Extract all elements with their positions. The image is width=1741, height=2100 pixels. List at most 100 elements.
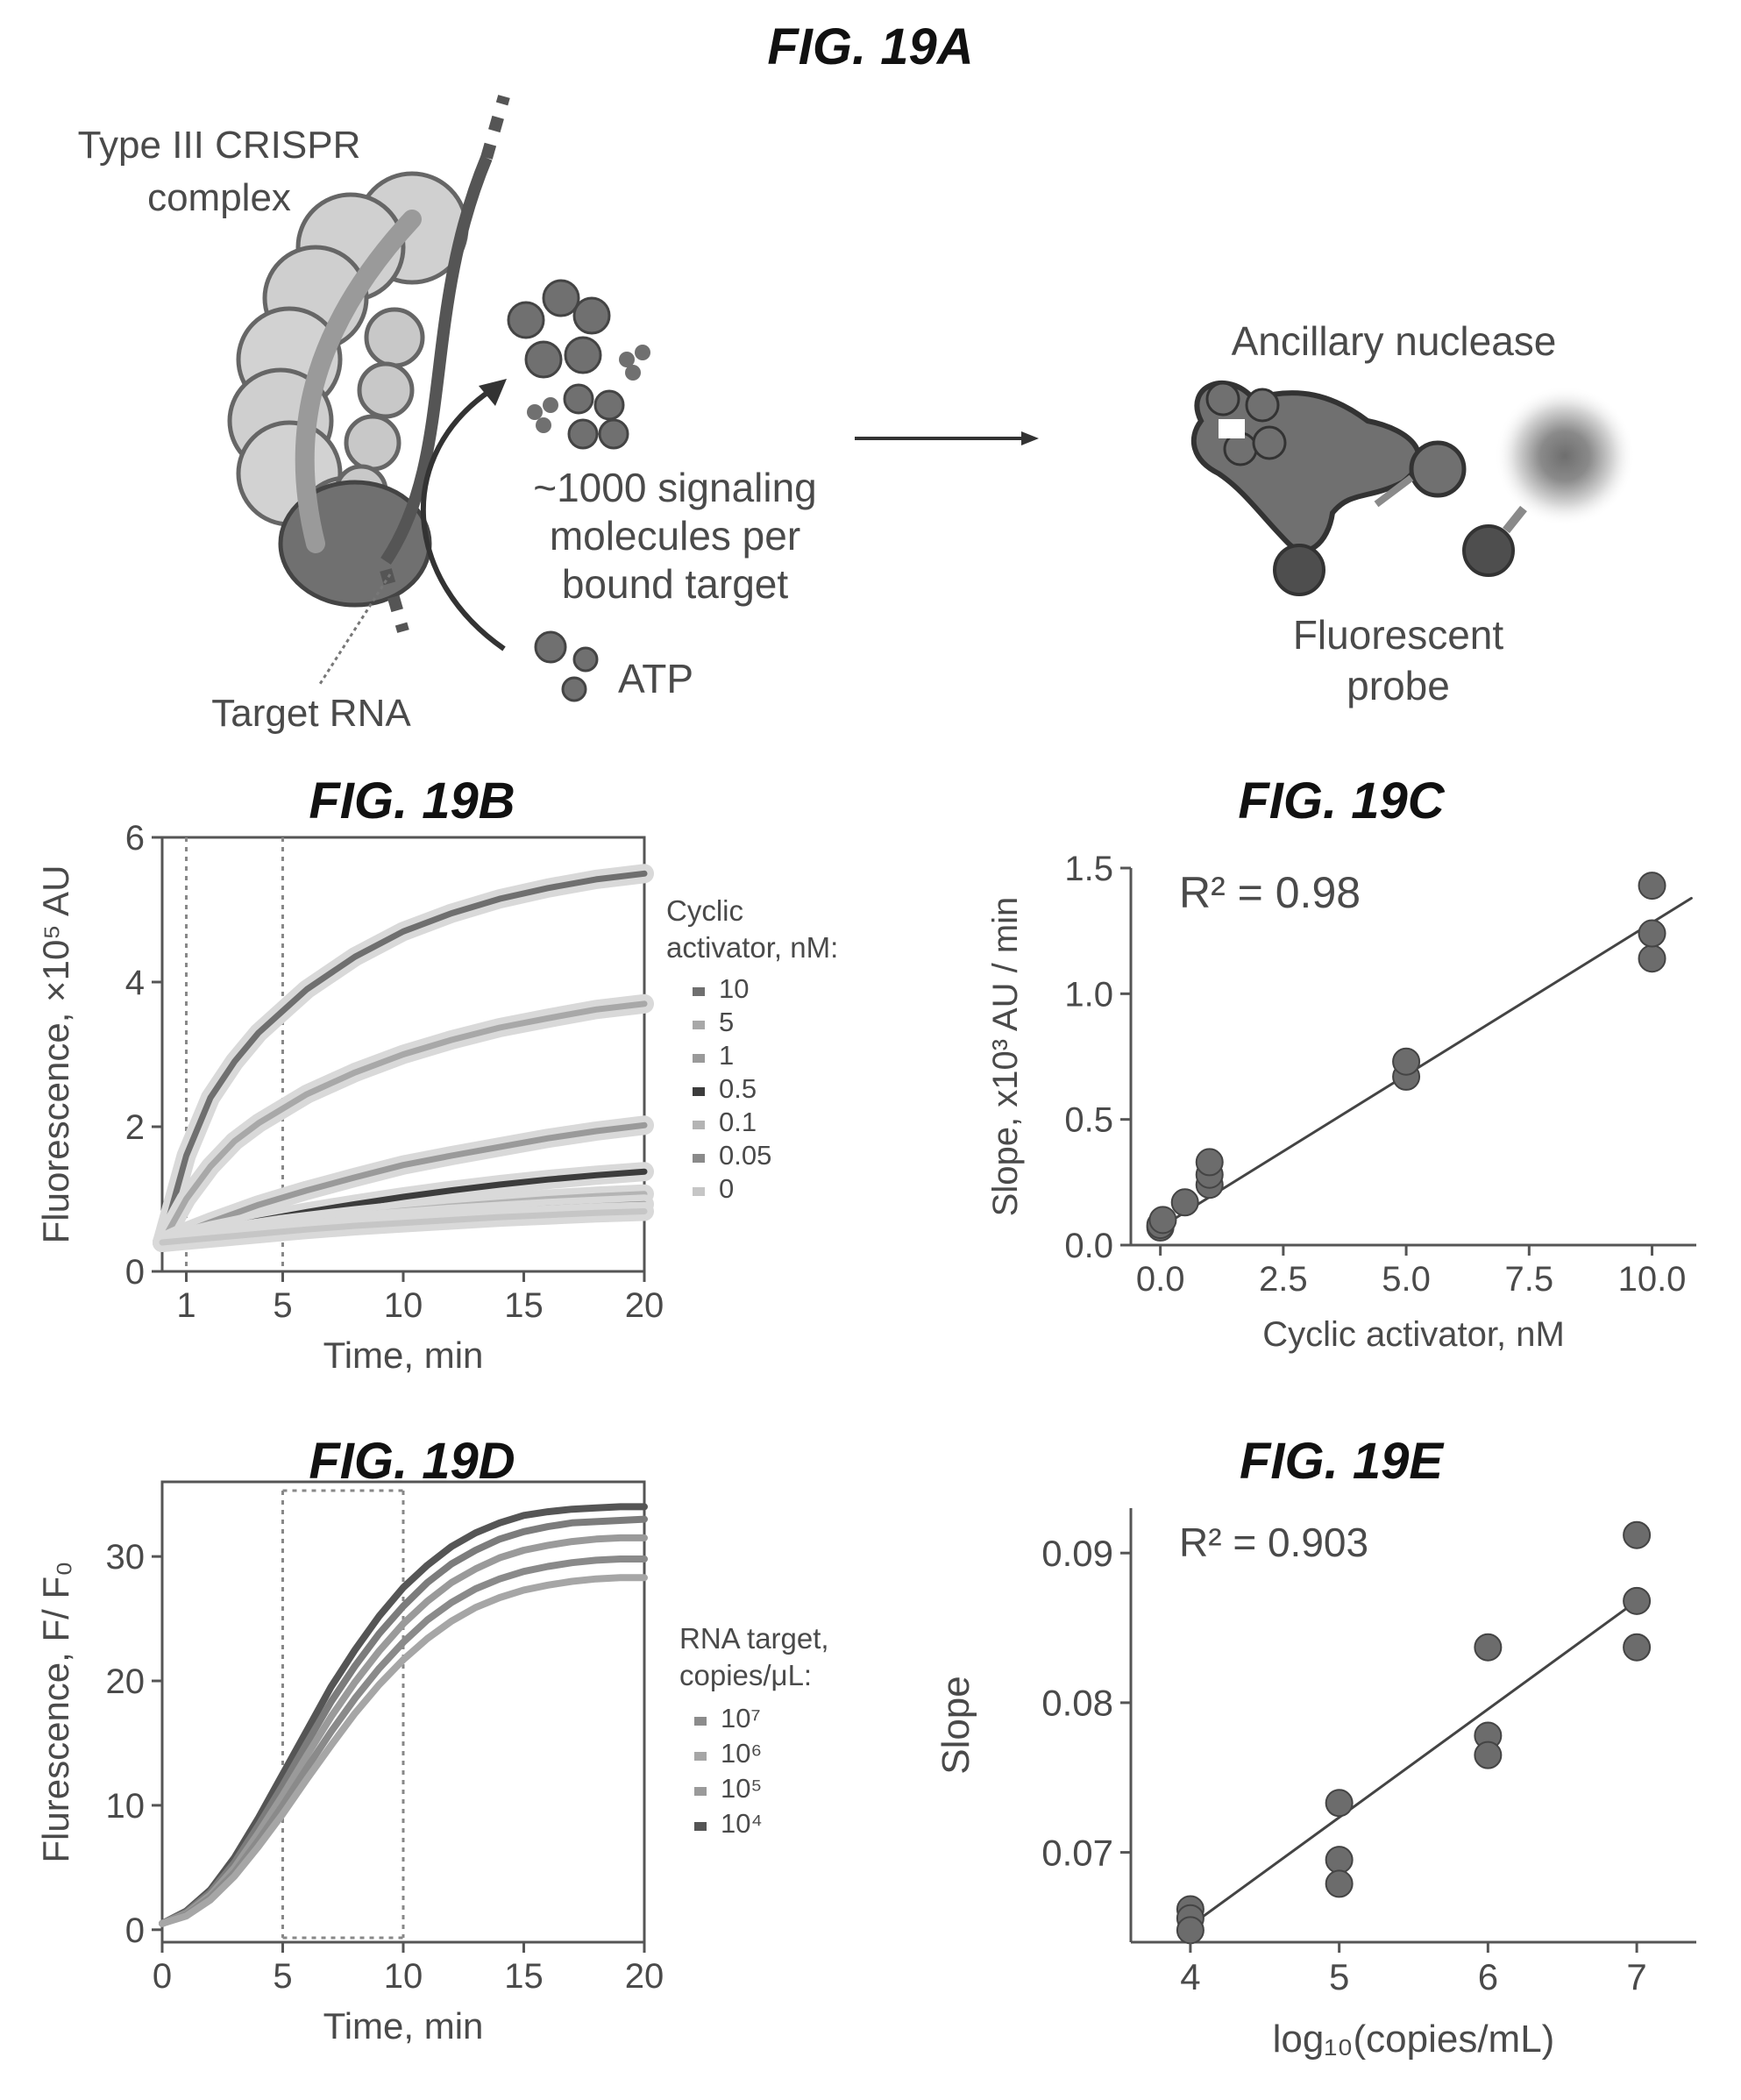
x-tick-label: 20 [625,1957,664,1996]
legend-label: 10⁷ [721,1703,761,1733]
y-tick-label: 0 [125,1911,145,1950]
legend-label: 10⁴ [721,1808,763,1839]
x-tick-label: 1 [176,1286,195,1325]
y-tick-label: 6 [125,819,145,858]
legend-title: RNA target, [679,1622,829,1655]
legend-swatch [693,1154,705,1163]
legend-label: 0 [719,1173,734,1204]
legend-swatch [693,1187,705,1196]
series-line [159,1000,648,1246]
legend-label: 10 [719,973,749,1004]
signal-label-line1: ~1000 signaling [533,465,817,510]
data-point [1638,919,1666,948]
data-point [1170,1188,1199,1217]
legend-title: Cyclic [666,894,743,927]
fluorescent-probe-icon [1462,386,1635,577]
legend-swatch [694,1787,707,1796]
complex-label-line2: complex [147,176,291,219]
series-line [159,870,648,1246]
x-tick-label: 10 [384,1286,423,1325]
y-tick-label: 30 [106,1538,146,1577]
legend-swatch [693,1021,705,1029]
data-point [1176,1916,1204,1945]
fit-line [1189,1599,1638,1927]
signal-label-line3: bound target [562,561,789,607]
y-tick-label: 0.08 [1041,1683,1113,1724]
probe-label-line1: Fluorescent [1293,612,1504,658]
legend-label: 10⁵ [721,1773,762,1804]
legend-title: activator, nM: [666,931,838,964]
legend-swatch [693,1087,705,1096]
legend-label: 0.05 [719,1140,771,1171]
x-tick-label: 7.5 [1504,1260,1553,1299]
x-tick-label: 4 [1180,1956,1200,1997]
x-tick-label: 10 [384,1957,423,1996]
legend-label: 10⁶ [721,1738,762,1769]
data-point [1474,1633,1503,1662]
y-tick-label: 0.5 [1064,1101,1113,1140]
curved-arrow-icon [420,388,506,651]
complex-label-line1: Type III CRISPR [78,124,361,167]
data-point [1325,1869,1354,1898]
legend-swatch [693,987,705,996]
series-line [159,1208,648,1246]
fig-19a-title: FIG. 19A [767,18,974,75]
r-squared-annotation: R² = 0.903 [1179,1520,1368,1565]
atp-label: ATP [618,656,693,701]
y-tick-label: 1.5 [1064,850,1113,888]
x-tick-label: 5 [273,1957,292,1996]
y-tick-label: 1.0 [1064,975,1113,1014]
x-tick-label: 5 [1329,1956,1349,1997]
x-tick-label: 0.0 [1136,1260,1185,1299]
x-tick-label: 15 [504,1286,544,1325]
y-tick-label: 0.09 [1041,1533,1113,1574]
legend-title: copies/μL: [679,1659,812,1691]
data-point [1195,1148,1224,1177]
x-axis-label: Time, min [323,1335,484,1376]
y-tick-label: 2 [125,1108,145,1147]
curved-arrow-head-icon [479,379,507,406]
fig-19a-schematic: Type III CRISPR complex Target RNA ~1000… [78,95,1635,735]
data-point [1325,1789,1354,1818]
legend-swatch [694,1717,707,1726]
legend-label: 5 [719,1007,734,1037]
legend-label: 0.5 [719,1073,757,1104]
x-axis-label: log₁₀(copies/mL) [1273,2018,1555,2061]
y-tick-label: 0 [125,1253,145,1292]
x-tick-label: 6 [1478,1956,1498,1997]
fig-19b-title: FIG. 19B [309,772,515,829]
target-rna-label: Target RNA [211,692,411,735]
x-tick-label: 15 [504,1957,544,1996]
data-point [1623,1520,1652,1549]
atp-icon [534,630,599,702]
fig-19c-title: FIG. 19C [1238,772,1445,829]
ancillary-nuclease-icon [1190,381,1467,596]
y-tick-label: 20 [106,1662,146,1701]
series-line [159,1574,648,1927]
data-point [1623,1586,1652,1615]
y-tick-label: 4 [125,964,145,1002]
legend-swatch [694,1822,707,1831]
legend-swatch [694,1752,707,1761]
r-squared-annotation: R² = 0.98 [1179,868,1361,917]
legend-label: 1 [719,1040,734,1071]
y-tick-label: 0.0 [1064,1227,1113,1265]
process-arrow-head-icon [1021,431,1039,445]
y-tick-label: 0.07 [1041,1832,1113,1873]
data-point [1474,1741,1503,1769]
y-axis-label: Flurescence, F/ F₀ [35,1561,76,1862]
x-tick-label: 10.0 [1618,1260,1687,1299]
x-tick-label: 0 [153,1957,172,1996]
fig-19e-title: FIG. 19E [1239,1433,1444,1490]
y-axis-label: Slope [934,1676,977,1775]
x-tick-label: 2.5 [1259,1260,1308,1299]
x-tick-label: 5.0 [1382,1260,1431,1299]
x-axis-label: Time, min [323,2005,484,2047]
y-axis-label: Fluorescence, ×10⁵ AU [35,865,76,1244]
y-tick-label: 10 [106,1787,146,1826]
y-axis-label: Slope, x10³ AU / min [986,897,1025,1217]
x-tick-label: 7 [1626,1956,1646,1997]
